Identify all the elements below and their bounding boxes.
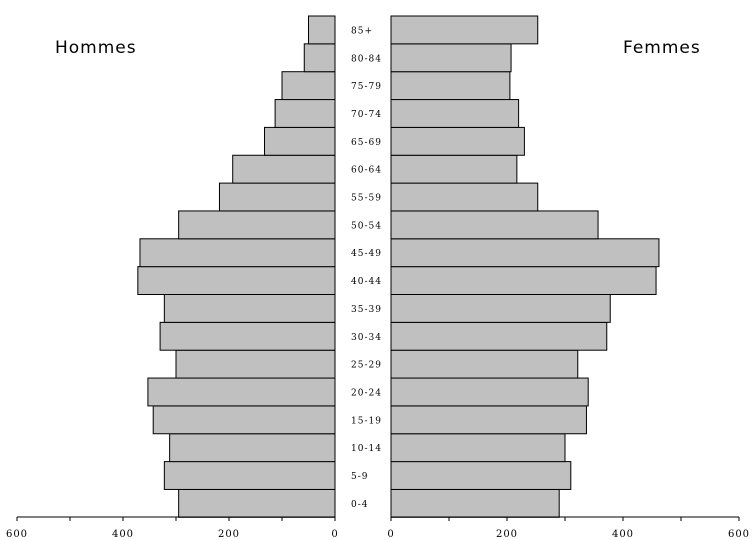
age-label-80-84: 80-84 (351, 54, 382, 64)
men-bar-5-9 (163, 461, 336, 490)
men-tick-label-0: 0 (331, 529, 338, 540)
age-label-35-39: 35-39 (351, 305, 382, 315)
women-bar-60-64 (390, 154, 518, 184)
men-bar-0-4 (178, 488, 336, 518)
x-axes: 0 0 200 200 400 400 600 600 (6, 16, 750, 540)
men-bar-15-19 (152, 405, 336, 435)
men-bar-30-34 (159, 321, 336, 351)
age-label-85+: 85+ (351, 26, 373, 36)
age-label-70-74: 70-74 (351, 110, 382, 120)
women-bar-40-44 (390, 266, 657, 295)
women-bar-55-59 (390, 182, 539, 212)
women-bar-65-69 (390, 126, 525, 156)
men-bar-50-54 (178, 210, 336, 240)
age-group-labels: 0-4 5-9 10-14 15-19 20-24 25-29 30-34 35-39 40-4… (351, 26, 382, 510)
age-label-65-69: 65-69 (351, 138, 382, 148)
women-bar-50-54 (390, 210, 599, 240)
age-label-50-54: 50-54 (351, 221, 382, 231)
men-tick-label-400: 400 (112, 529, 134, 540)
women-bar-30-34 (390, 321, 608, 351)
men-bar-40-44 (137, 266, 336, 295)
age-label-45-49: 45-49 (351, 249, 382, 259)
men-bar-25-29 (175, 349, 336, 379)
women-tick-label-400: 400 (612, 529, 634, 540)
men-bars (137, 15, 336, 518)
age-label-40-44: 40-44 (351, 277, 382, 287)
women-bar-85+ (390, 15, 539, 45)
women-bar-0-4 (390, 488, 560, 518)
women-tick-label-0: 0 (387, 529, 394, 540)
women-bar-15-19 (390, 405, 587, 435)
men-bar-85+ (308, 15, 336, 45)
men-bar-35-39 (163, 294, 336, 323)
age-label-0-4: 0-4 (351, 500, 369, 510)
men-bar-65-69 (264, 126, 336, 156)
women-tick-label-600: 600 (728, 529, 750, 540)
women-bar-75-79 (390, 71, 511, 101)
women-series-label: Femmes (623, 38, 701, 58)
age-label-55-59: 55-59 (351, 194, 382, 204)
men-tick-label-200: 200 (218, 529, 240, 540)
women-bars (390, 15, 660, 518)
women-bar-35-39 (390, 294, 611, 323)
men-bar-60-64 (232, 154, 336, 184)
age-label-60-64: 60-64 (351, 166, 382, 176)
women-bar-45-49 (390, 238, 660, 268)
women-bar-80-84 (390, 43, 512, 73)
men-bar-80-84 (303, 43, 336, 73)
men-bar-10-14 (169, 433, 336, 463)
men-bar-75-79 (281, 71, 336, 101)
age-label-25-29: 25-29 (351, 361, 382, 371)
age-label-5-9: 5-9 (351, 472, 369, 482)
men-bar-55-59 (218, 182, 336, 212)
men-series-label: Hommes (55, 38, 137, 58)
women-tick-label-200: 200 (496, 529, 518, 540)
men-bar-20-24 (147, 377, 336, 407)
women-bar-70-74 (390, 99, 520, 128)
men-bar-45-49 (139, 238, 336, 268)
age-label-20-24: 20-24 (351, 388, 382, 398)
women-bar-10-14 (390, 433, 566, 463)
women-bar-5-9 (390, 461, 572, 490)
age-label-30-34: 30-34 (351, 333, 382, 343)
men-tick-label-600: 600 (6, 529, 28, 540)
women-bar-25-29 (390, 349, 579, 379)
age-label-15-19: 15-19 (351, 416, 382, 426)
women-bar-20-24 (390, 377, 589, 407)
men-bar-70-74 (274, 99, 336, 128)
age-label-75-79: 75-79 (351, 82, 382, 92)
age-label-10-14: 10-14 (351, 444, 382, 454)
